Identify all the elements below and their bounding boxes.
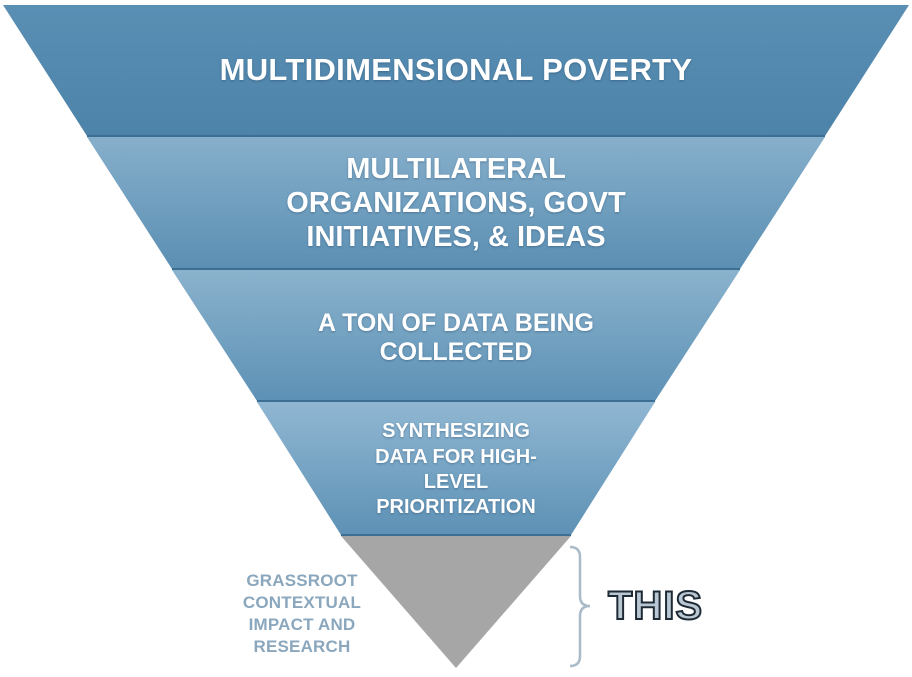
tier-4-band bbox=[257, 402, 655, 535]
bottom-tier-triangle bbox=[341, 536, 571, 668]
tier-2-label: MULTILATERAL ORGANIZATIONS, GOVT INITIAT… bbox=[286, 152, 626, 254]
tier-3-band bbox=[172, 270, 740, 401]
tier-1-label: MULTIDIMENSIONAL POVERTY bbox=[219, 51, 693, 87]
callout-bracket bbox=[569, 545, 591, 668]
tier-3-label: A TON OF DATA BEING COLLECTED bbox=[318, 308, 594, 367]
tier-4-label: SYNTHESIZING DATA FOR HIGH-LEVEL PRIORIT… bbox=[375, 420, 537, 519]
tier-1-band bbox=[3, 5, 909, 136]
callout-text: THIS bbox=[607, 583, 704, 629]
bottom-tier-side-label: GRASSROOT CONTEXTUAL IMPACT AND RESEARCH bbox=[242, 570, 362, 657]
tier-2-band bbox=[87, 137, 825, 269]
